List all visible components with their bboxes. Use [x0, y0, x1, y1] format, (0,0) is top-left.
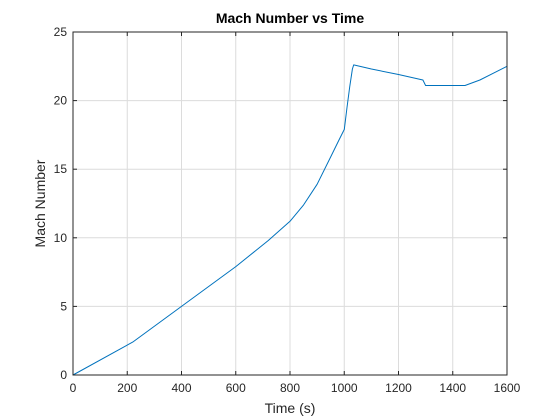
ticks: 0 200 400 600 800 1000 1200 1400 1600 0 5 10 15 20 25	[54, 25, 521, 395]
x-tick-label: 600	[226, 381, 246, 395]
y-tick-label: 0	[60, 368, 67, 382]
y-axis-label: Mach Number	[32, 159, 48, 247]
series-layer	[72, 64, 508, 376]
x-tick-label: 1600	[494, 381, 521, 395]
x-tick-label: 1000	[331, 381, 358, 395]
y-tick-label: 20	[54, 94, 68, 108]
mach-number-line	[72, 64, 508, 376]
x-tick-label: 400	[171, 381, 191, 395]
y-tick-label: 10	[54, 231, 68, 245]
x-axis-label: Time (s)	[265, 400, 316, 416]
y-tick-label: 25	[54, 25, 68, 39]
y-tick-label: 5	[60, 299, 67, 313]
chart-title: Mach Number vs Time	[216, 10, 365, 26]
x-tick-label: 0	[70, 381, 77, 395]
x-tick-label: 1400	[439, 381, 466, 395]
x-tick-label: 1200	[385, 381, 412, 395]
y-tick-label: 15	[54, 162, 68, 176]
x-tick-label: 800	[280, 381, 300, 395]
x-tick-label: 200	[117, 381, 137, 395]
grid	[72, 31, 508, 376]
